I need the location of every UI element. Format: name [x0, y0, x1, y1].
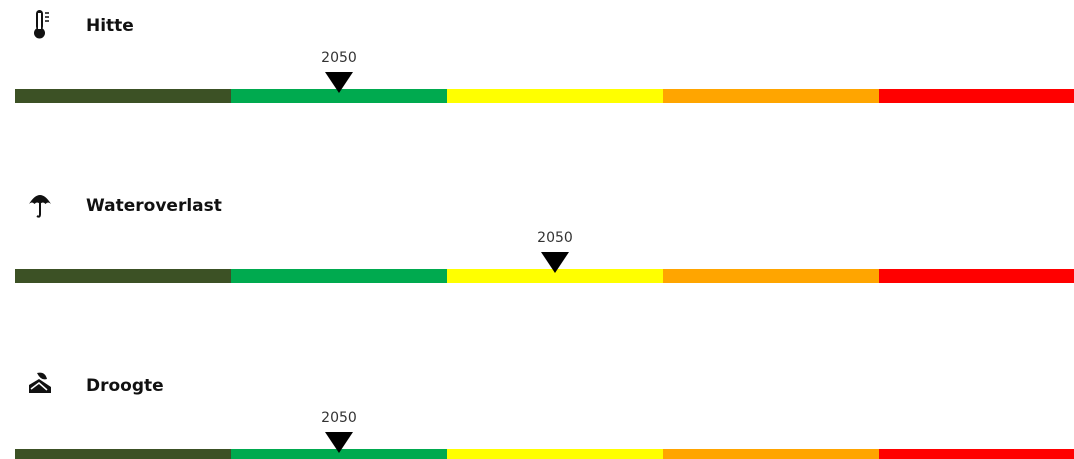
heat-icon: [34, 10, 49, 39]
level-marker: [325, 72, 353, 93]
scale-title: Droogte: [86, 376, 164, 396]
scale-segment: [879, 89, 1074, 103]
year-label: 2050: [321, 410, 357, 426]
scale-title: Wateroverlast: [86, 196, 222, 216]
scale-segment: [447, 449, 663, 459]
scale-segment: [231, 449, 447, 459]
scale-segment: [879, 269, 1074, 283]
scale-segment: [879, 449, 1074, 459]
scale-segment: [663, 269, 879, 283]
year-label: 2050: [321, 50, 357, 66]
scale-segment: [15, 269, 231, 283]
level-marker: [325, 432, 353, 453]
scale-segment: [231, 269, 447, 283]
year-label: 2050: [537, 230, 573, 246]
scale-segment: [15, 449, 231, 459]
scale-segment: [447, 269, 663, 283]
scale-segment: [663, 449, 879, 459]
scale-segment: [447, 89, 663, 103]
water-icon: [29, 195, 51, 218]
scale-segment: [663, 89, 879, 103]
drought-icon: [29, 372, 51, 393]
level-marker: [541, 252, 569, 273]
scale-segment: [15, 89, 231, 103]
scale-title: Hitte: [86, 16, 134, 36]
scale-segment: [231, 89, 447, 103]
